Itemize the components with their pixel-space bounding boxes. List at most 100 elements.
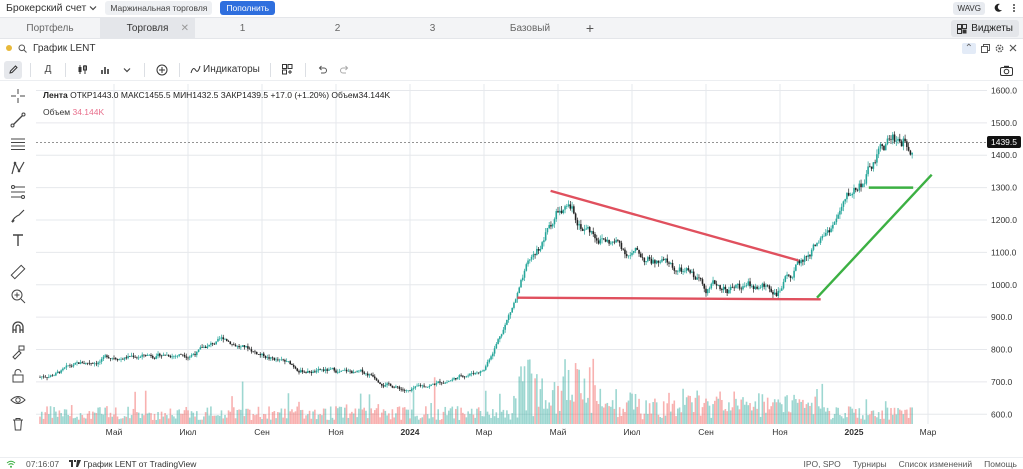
candle-body [647,257,649,262]
help-link[interactable]: Помощь [984,459,1017,469]
trash-icon[interactable] [6,412,30,436]
ipo-link[interactable]: IPO, SPO [803,459,840,469]
candle-body [805,256,808,258]
zoom-in-icon[interactable] [6,284,30,308]
search-icon[interactable] [18,44,27,53]
volume-bar [407,409,410,424]
volume-bar [828,410,831,424]
volume-bar [817,406,820,424]
candle-body [793,270,795,278]
text-icon[interactable] [6,228,30,252]
candle-body [483,369,485,371]
chevron-down-icon[interactable] [118,61,136,79]
candle-body [354,371,357,373]
volume-bar [321,415,323,424]
tournaments-link[interactable]: Турниры [853,459,887,469]
fib-retracement-icon[interactable] [6,180,30,204]
candle-body [305,372,307,374]
duplicate-icon[interactable] [981,43,990,53]
time-tick-label: Мар [476,427,493,437]
ruler-icon[interactable] [6,260,30,284]
volume-bar [588,367,591,424]
horizontal-lines-icon[interactable] [6,132,30,156]
candle-body [403,390,406,391]
pencil-icon[interactable] [4,60,22,79]
widgets-button[interactable]: Виджеты [951,20,1019,37]
candle-body [719,285,721,290]
eye-icon[interactable] [6,388,30,412]
volume-bar [143,415,145,424]
volume-bar [174,418,177,424]
volume-bar [719,391,721,424]
add-tab-button[interactable]: + [585,20,595,36]
volume-bar [148,412,151,424]
candle-body [786,274,788,277]
volume-bar [622,408,624,424]
camera-icon[interactable] [997,61,1015,79]
tab-1[interactable]: 1 [195,18,290,38]
close-icon[interactable]: ✕ [180,22,189,34]
volume-bar [854,409,857,424]
volume-bar [379,417,381,424]
candle-body [373,376,376,379]
time-tick-label: Май [106,427,123,437]
more-icon[interactable] [1011,3,1017,13]
settings-gear-icon[interactable] [995,44,1004,53]
candle-body [331,367,334,369]
candle-body [255,351,258,355]
candle-body [432,383,434,385]
chart-title[interactable]: График LENT [33,42,96,54]
deposit-button[interactable]: Пополнить [220,1,276,15]
brush-icon[interactable] [6,204,30,228]
bar-chart-icon[interactable] [96,61,114,79]
interval-button[interactable]: Д [44,64,52,75]
price-axis[interactable]: 1600.0 1500.0 1400.0 1300.0 1200.0 1100.0 1000… [987,84,1023,440]
trend-line-icon[interactable] [6,108,30,132]
lock-pen-icon[interactable] [6,340,30,364]
volume-bar [507,414,510,424]
magnet-icon[interactable] [6,316,30,340]
changelog-link[interactable]: Список изменений [899,459,972,469]
undo-icon[interactable] [314,61,332,79]
volume-bar [460,407,462,424]
account-selector[interactable]: Брокерский счет [6,2,97,14]
moon-icon[interactable] [993,3,1003,13]
volume-bar [255,414,258,424]
candle-body [155,356,158,359]
candle-body [539,248,542,251]
time-tick-label: 2025 [845,427,864,437]
candles-icon[interactable] [74,61,92,79]
tab-2[interactable]: 2 [290,18,385,38]
tab-basic[interactable]: Базовый [480,18,580,38]
margin-trading-button[interactable]: Маржинальная торговля [105,1,213,15]
templates-icon[interactable] [279,61,297,79]
crosshair-icon[interactable] [6,84,30,108]
redo-icon[interactable] [336,61,354,79]
ticker-badge[interactable]: WAVG [953,1,985,15]
close-icon[interactable] [1009,44,1017,52]
candle-body [48,376,50,378]
collapse-icon[interactable]: ⌃ [961,42,976,54]
price-chart[interactable]: Май Июл Сен Ноя 2024 Мар Май Июл Сен Ноя 2025 Мар [36,84,987,440]
lock-icon[interactable] [6,364,30,388]
candle-body [402,389,404,391]
volume-bar [440,419,443,424]
volume-bar [805,404,808,424]
tab-trading[interactable]: Торговля ✕ [100,18,195,38]
compare-add-icon[interactable] [153,61,171,79]
volume-bar [671,403,674,424]
indicators-button[interactable]: Индикаторы [188,61,262,79]
tab-portfolio[interactable]: Портфель [0,18,100,38]
candle-body [111,358,114,359]
tradingview-link[interactable]: График LENT от TradingView [69,459,196,469]
candle-body [560,210,563,214]
volume-bar [678,407,681,424]
candle-body [77,362,80,364]
chart-grid [36,84,987,424]
candle-body [125,357,128,359]
pattern-icon[interactable] [6,156,30,180]
candle-body [384,385,387,387]
candle-body [197,349,200,352]
tab-3[interactable]: 3 [385,18,480,38]
volume-bar [222,418,225,424]
